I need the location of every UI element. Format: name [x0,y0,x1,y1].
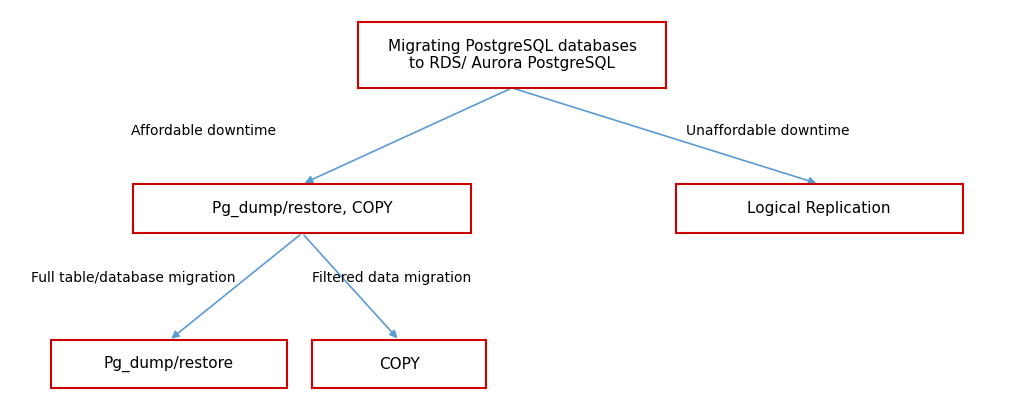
FancyBboxPatch shape [51,340,287,388]
Text: Affordable downtime: Affordable downtime [131,124,276,138]
Text: Pg_dump/restore: Pg_dump/restore [103,356,234,372]
Text: Migrating PostgreSQL databases
to RDS/ Aurora PostgreSQL: Migrating PostgreSQL databases to RDS/ A… [387,39,637,72]
Text: Pg_dump/restore, COPY: Pg_dump/restore, COPY [212,200,392,217]
Text: COPY: COPY [379,357,420,371]
FancyBboxPatch shape [676,184,963,233]
Text: Unaffordable downtime: Unaffordable downtime [686,124,850,138]
Text: Filtered data migration: Filtered data migration [312,271,472,285]
FancyBboxPatch shape [312,340,486,388]
Text: Logical Replication: Logical Replication [748,201,891,216]
Text: Full table/database migration: Full table/database migration [31,271,236,285]
FancyBboxPatch shape [133,184,471,233]
FancyBboxPatch shape [358,22,666,88]
